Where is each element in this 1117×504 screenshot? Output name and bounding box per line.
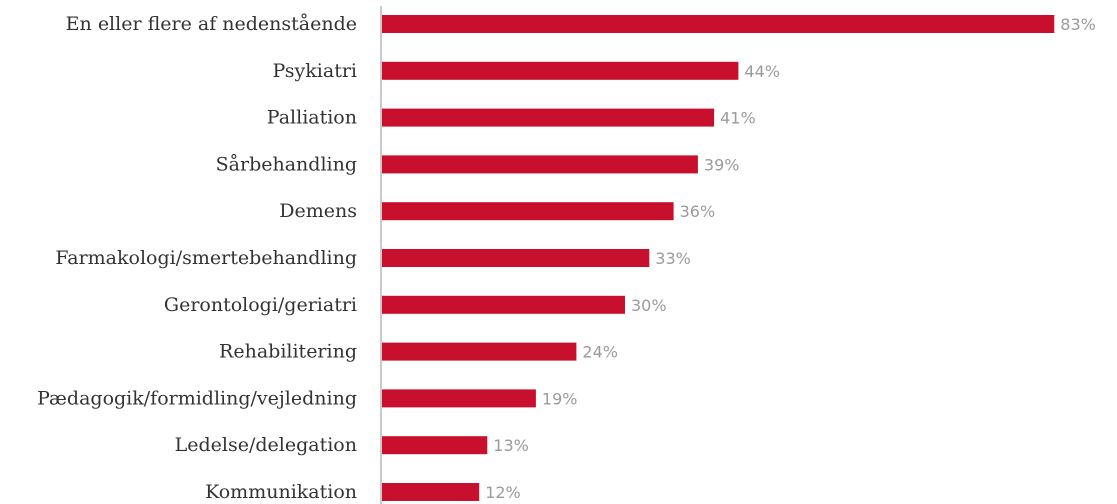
value-label: 24% bbox=[582, 343, 618, 362]
bar bbox=[382, 249, 650, 267]
category-label: En eller flere af nedenstående bbox=[66, 13, 357, 35]
value-label: 19% bbox=[542, 389, 578, 408]
category-label: Palliation bbox=[267, 107, 357, 129]
bar bbox=[382, 15, 1055, 33]
category-label: Demens bbox=[279, 200, 357, 222]
category-labels: En eller flere af nedenstående Psykiatri P… bbox=[37, 13, 357, 503]
category-label: Psykiatri bbox=[273, 60, 357, 82]
value-label: 33% bbox=[655, 249, 691, 268]
bar bbox=[382, 295, 625, 314]
bar bbox=[382, 202, 674, 221]
bars bbox=[382, 15, 1055, 501]
value-label: 83% bbox=[1060, 15, 1096, 34]
bar bbox=[382, 108, 715, 127]
value-label: 39% bbox=[704, 155, 740, 174]
category-label: Gerontologi/geriatri bbox=[164, 294, 357, 316]
bar bbox=[382, 155, 698, 174]
value-label: 44% bbox=[744, 62, 780, 81]
category-label: Pædagogik/formidling/vejledning bbox=[37, 387, 357, 409]
bar bbox=[382, 342, 577, 361]
value-label: 36% bbox=[680, 202, 716, 221]
bar bbox=[382, 61, 739, 80]
bar bbox=[382, 389, 536, 408]
category-label: Kommunikation bbox=[205, 481, 357, 503]
value-label: 30% bbox=[631, 296, 667, 315]
category-label: Sårbehandling bbox=[216, 153, 357, 175]
value-label: 13% bbox=[493, 436, 529, 455]
value-labels: 83% 44% 41% 39% 36% 33% 30% 24% 19% 13% 12% bbox=[485, 15, 1096, 502]
bar bbox=[382, 483, 480, 501]
bar bbox=[382, 436, 488, 455]
category-label: Farmakologi/smertebehandling bbox=[55, 247, 357, 269]
value-label: 41% bbox=[720, 109, 756, 128]
category-label: Ledelse/delegation bbox=[175, 434, 357, 456]
value-label: 12% bbox=[485, 483, 521, 502]
category-label: Rehabilitering bbox=[219, 341, 357, 363]
